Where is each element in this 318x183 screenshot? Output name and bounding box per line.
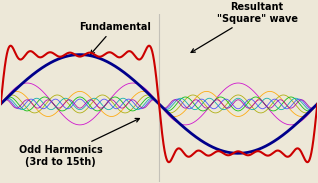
Text: Fundamental: Fundamental (79, 22, 151, 54)
Text: Odd Harmonics
(3rd to 15th): Odd Harmonics (3rd to 15th) (19, 118, 139, 167)
Text: Resultant
"Square" wave: Resultant "Square" wave (191, 2, 298, 53)
